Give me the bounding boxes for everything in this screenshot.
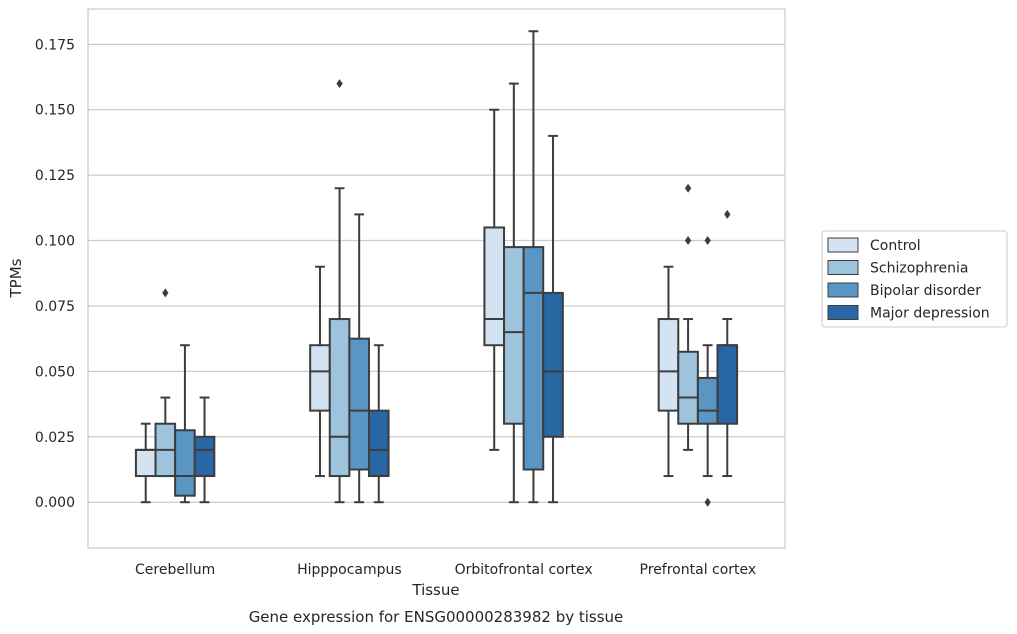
box <box>522 30 545 504</box>
legend: Control Schizophrenia Bipolar disorder Majo… <box>821 230 1008 328</box>
x-tick-labels: Cerebellum Hipppocampus Orbitofrontal cort… <box>135 562 756 578</box>
x-tick-label: Hipppocampus <box>297 562 402 578</box>
legend-swatch <box>827 305 859 320</box>
box-iqr <box>348 337 370 471</box>
box-iqr <box>503 246 525 425</box>
box-iqr <box>716 344 739 425</box>
y-tick-label: 0.075 <box>35 299 75 315</box>
outlier-point <box>162 288 169 298</box>
box-iqr <box>522 246 545 471</box>
box <box>677 183 699 451</box>
box-iqr <box>677 350 699 425</box>
y-tick-label: 0.175 <box>35 37 75 53</box>
box <box>328 79 351 504</box>
outlier-point <box>704 497 711 507</box>
y-tick-label: 0.150 <box>35 103 75 119</box>
y-tick-label: 0.100 <box>35 234 75 250</box>
box <box>174 344 196 504</box>
box-iqr <box>174 429 196 497</box>
box-iqr <box>657 318 680 412</box>
box <box>367 344 390 504</box>
outlier-point <box>336 79 343 89</box>
plot-area-frame <box>87 8 786 549</box>
y-tick-label: 0.050 <box>35 364 75 380</box>
x-tick-label: Prefrontal cortex <box>640 562 757 578</box>
box-iqr <box>483 226 506 347</box>
outlier-point <box>684 236 692 246</box>
outlier-point <box>704 236 711 246</box>
y-axis-label: TPMs <box>7 258 25 298</box>
x-axis-label: Tissue <box>411 581 459 599</box>
box <box>154 288 177 478</box>
box-series <box>134 30 739 507</box>
legend-swatch <box>827 237 859 253</box>
box <box>309 265 331 478</box>
legend-label: Major depression <box>870 306 990 322</box>
chart-caption: Gene expression for ENSG00000283982 by t… <box>249 608 624 626</box>
box-iqr <box>193 435 216 478</box>
legend-label: Bipolar disorder <box>870 283 981 299</box>
box-iqr <box>134 448 157 478</box>
legend-swatch <box>827 282 859 298</box>
legend-label: Schizophrenia <box>870 261 968 277</box>
box <box>134 422 157 504</box>
x-tick-label: Orbitofrontal cortex <box>455 562 593 578</box>
box-iqr <box>328 318 351 478</box>
outlier-point <box>724 209 731 219</box>
outlier-point <box>684 183 692 193</box>
y-tick-label: 0.125 <box>35 168 75 184</box>
y-tick-labels: 0.000 0.025 0.050 0.075 0.100 0.125 0.150 0.175 <box>35 37 75 511</box>
legend-swatch <box>827 260 859 275</box>
box <box>503 82 525 504</box>
box <box>657 265 680 478</box>
box <box>542 134 564 504</box>
legend-label: Control <box>870 238 921 254</box>
box <box>193 396 216 504</box>
box <box>716 209 739 478</box>
legend-frame <box>821 230 1008 328</box>
y-tick-label: 0.025 <box>35 430 75 446</box>
box <box>348 213 370 504</box>
box-iqr <box>309 344 331 412</box>
box-iqr <box>696 376 719 425</box>
box-iqr <box>542 291 564 438</box>
y-tick-label: 0.000 <box>35 495 75 511</box>
x-tick-label: Cerebellum <box>135 562 215 578</box>
box <box>483 108 506 451</box>
box-iqr <box>367 409 390 478</box>
